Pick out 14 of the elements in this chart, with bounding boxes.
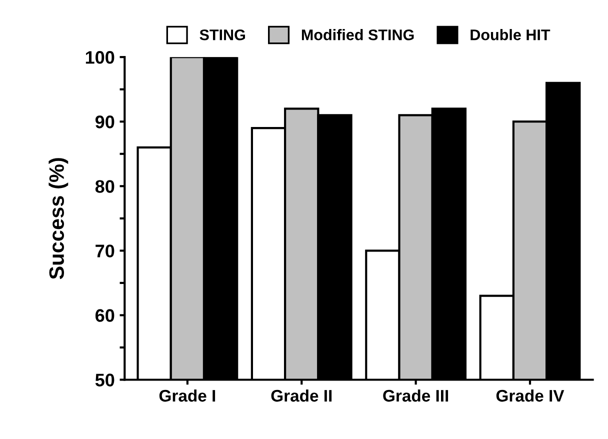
y-axis-title: Success (%) [48, 158, 68, 280]
x-tick-label: Grade IV [496, 389, 564, 402]
y-tick-label: 100 [86, 51, 114, 64]
x-tick-label: Grade I [159, 389, 216, 402]
legend-label: STING [200, 29, 245, 40]
y-tick-label: 50 [95, 374, 114, 386]
y-tick-label: 90 [95, 116, 114, 128]
y-tick-label: 80 [95, 180, 114, 193]
y-tick-label: 70 [96, 244, 114, 258]
x-tick-label: Grade III [383, 389, 448, 402]
legend-label: Modified STING [302, 29, 414, 40]
legend-label: Double HIT [470, 29, 550, 40]
y-tick-label: 60 [95, 309, 114, 322]
x-tick-label: Grade II [271, 389, 332, 402]
